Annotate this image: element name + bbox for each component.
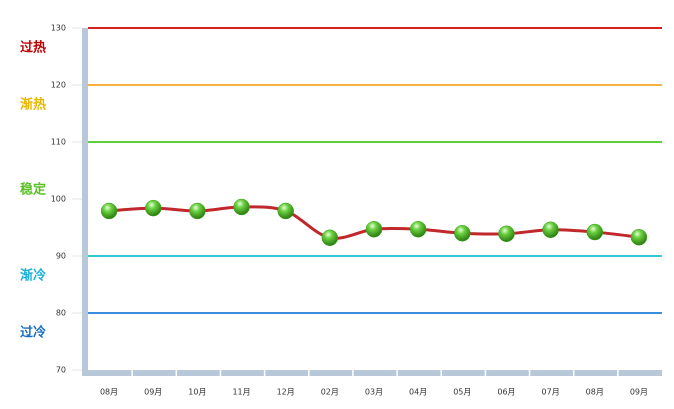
- x-tick-label: 10月: [188, 388, 206, 397]
- y-tick-label: 130: [51, 24, 66, 33]
- x-tick-label: 06月: [497, 388, 515, 397]
- y-tick-label: 70: [56, 366, 66, 375]
- y-tick-label: 80: [56, 309, 66, 318]
- point-marker: [409, 220, 427, 238]
- x-tick-label: 11月: [232, 388, 250, 397]
- zone-label: 过冷: [20, 325, 46, 341]
- point-marker: [233, 198, 250, 216]
- x-tick-label: 02月: [321, 388, 339, 397]
- point-marker: [189, 202, 206, 220]
- x-tick-label: 07月: [542, 388, 560, 397]
- y-tick-label: 110: [51, 138, 66, 147]
- point-marker: [277, 202, 294, 220]
- y-tick-label: 120: [51, 81, 66, 90]
- x-tick-label: 05月: [453, 388, 471, 397]
- zone-label: 渐热: [20, 97, 46, 113]
- point-marker: [630, 228, 648, 246]
- x-tick-label: 08月: [586, 388, 604, 397]
- point-marker: [100, 202, 118, 220]
- x-tick-label: 03月: [365, 388, 383, 397]
- x-tick-label: 08月: [100, 388, 118, 397]
- zone-label: 过热: [20, 40, 46, 56]
- point-marker: [586, 223, 604, 241]
- point-marker: [144, 199, 162, 217]
- point-marker: [321, 229, 339, 247]
- zone-label: 渐冷: [20, 268, 46, 284]
- point-marker: [498, 225, 515, 243]
- x-axis-bar: [82, 370, 662, 376]
- y-tick-label: 100: [51, 195, 66, 204]
- x-tick-label: 09月: [630, 388, 648, 397]
- y-tick-label: 90: [56, 252, 66, 261]
- point-marker: [365, 220, 383, 238]
- x-tick-label: 04月: [409, 388, 427, 397]
- x-tick-label: 09月: [144, 388, 162, 397]
- zone-label: 稳定: [20, 182, 46, 198]
- y-axis-bar: [82, 28, 88, 376]
- point-marker: [454, 224, 471, 242]
- point-marker: [542, 221, 559, 239]
- x-tick-label: 12月: [277, 388, 295, 397]
